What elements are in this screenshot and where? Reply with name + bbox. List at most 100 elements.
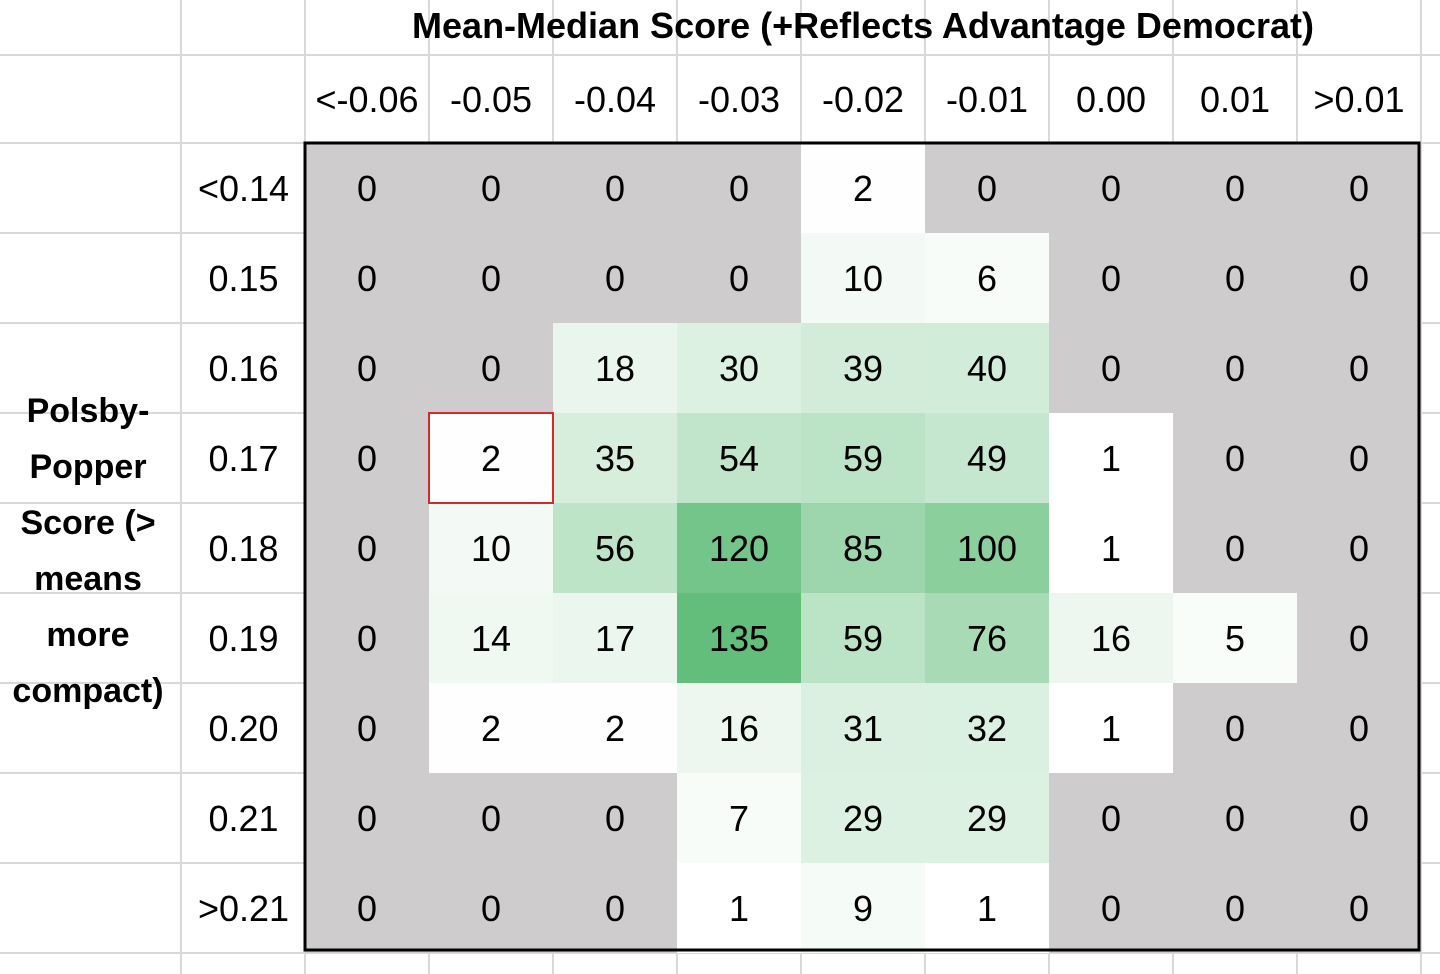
cell-value-label: 56 — [595, 528, 635, 569]
heatmap-cell[interactable] — [677, 593, 801, 683]
row-tick-label: 0.19 — [208, 618, 278, 659]
cell-value-label: 5 — [1225, 618, 1245, 659]
row-axis-title: Polsby- Popper Score (> means more compact) — [12, 392, 163, 710]
heatmap-cell[interactable] — [305, 683, 429, 773]
heatmap-cell[interactable] — [677, 863, 801, 953]
cell-value-label: 0 — [605, 258, 625, 299]
heatmap-cell[interactable] — [305, 863, 429, 953]
heatmap-cell[interactable] — [553, 773, 677, 863]
heatmap-cell[interactable] — [429, 683, 553, 773]
heatmap-cell[interactable] — [305, 323, 429, 413]
heatmap-cell[interactable] — [1049, 143, 1173, 233]
heatmap-cell[interactable] — [801, 683, 925, 773]
heatmap-cell[interactable] — [1173, 863, 1297, 953]
heatmap-cell[interactable] — [677, 683, 801, 773]
heatmap-cell[interactable] — [1049, 413, 1173, 503]
heatmap-cell[interactable] — [925, 143, 1049, 233]
heatmap-cell[interactable] — [801, 143, 925, 233]
heatmap-cell[interactable] — [553, 683, 677, 773]
heatmap-cell[interactable] — [801, 863, 925, 953]
heatmap-cell[interactable] — [1049, 323, 1173, 413]
heatmap-cell[interactable] — [1297, 413, 1421, 503]
heatmap-cell[interactable] — [925, 683, 1049, 773]
heatmap-cell[interactable] — [553, 863, 677, 953]
heatmap-cell[interactable] — [305, 413, 429, 503]
heatmap-cell[interactable] — [1049, 773, 1173, 863]
heatmap-cell[interactable] — [1297, 683, 1421, 773]
heatmap-cell[interactable] — [553, 143, 677, 233]
heatmap-cell[interactable] — [1049, 683, 1173, 773]
heatmap-cell[interactable] — [429, 863, 553, 953]
heatmap-cell[interactable] — [925, 413, 1049, 503]
heatmap-cell[interactable] — [925, 593, 1049, 683]
heatmap-cell[interactable] — [1049, 503, 1173, 593]
heatmap-cell[interactable] — [553, 413, 677, 503]
cell-value-label: 1 — [1101, 528, 1121, 569]
table-border — [303, 141, 1421, 952]
heatmap-cell[interactable] — [677, 773, 801, 863]
heatmap-cell[interactable] — [677, 323, 801, 413]
heatmap-cell[interactable] — [801, 503, 925, 593]
heatmap-cell[interactable] — [1173, 233, 1297, 323]
heatmap-cell[interactable] — [429, 593, 553, 683]
heatmap-cell[interactable] — [677, 143, 801, 233]
heatmap-cell[interactable] — [801, 233, 925, 323]
heatmap-cell[interactable] — [1173, 413, 1297, 503]
heatmap-cell[interactable] — [553, 233, 677, 323]
heatmap-cell[interactable] — [1297, 503, 1421, 593]
heatmap-cell[interactable] — [925, 503, 1049, 593]
heatmap-cell[interactable] — [801, 593, 925, 683]
heatmap-cell[interactable] — [429, 323, 553, 413]
heatmap-cell[interactable] — [429, 413, 553, 503]
heatmap-cell[interactable] — [1297, 323, 1421, 413]
heatmap-cell[interactable] — [677, 413, 801, 503]
heatmap-cell[interactable] — [429, 773, 553, 863]
highlighted-cell[interactable] — [428, 412, 554, 504]
cell-value-label: 0 — [1349, 618, 1369, 659]
heatmap-cell[interactable] — [1049, 863, 1173, 953]
heatmap-cell[interactable] — [305, 233, 429, 323]
heatmap-cell[interactable] — [305, 773, 429, 863]
heatmap-cell[interactable] — [1173, 503, 1297, 593]
heatmap-cell[interactable] — [677, 233, 801, 323]
heatmap-cell[interactable] — [1173, 323, 1297, 413]
heatmap-cell[interactable] — [1297, 233, 1421, 323]
cell-value-label: 0 — [1225, 168, 1245, 209]
heatmap-cell[interactable] — [429, 233, 553, 323]
heatmap-cell[interactable] — [305, 143, 429, 233]
column-axis-title: Mean-Median Score (+Reflects Advantage D… — [412, 5, 1314, 46]
row-tick-label: 0.15 — [208, 258, 278, 299]
heatmap-cell[interactable] — [305, 503, 429, 593]
heatmap-cell[interactable] — [1297, 143, 1421, 233]
heatmap-cell[interactable] — [553, 593, 677, 683]
cell-value-label: 0 — [357, 438, 377, 479]
heatmap-cell[interactable] — [1049, 593, 1173, 683]
heatmap-cell[interactable] — [1049, 233, 1173, 323]
cell-value-label: 0 — [605, 798, 625, 839]
heatmap-cell[interactable] — [925, 323, 1049, 413]
heatmap-cell[interactable] — [429, 503, 553, 593]
heatmap-cell[interactable] — [429, 143, 553, 233]
heatmap-cell[interactable] — [305, 593, 429, 683]
heatmap-cell[interactable] — [925, 233, 1049, 323]
heatmap-cell[interactable] — [801, 773, 925, 863]
heatmap-cell[interactable] — [1173, 773, 1297, 863]
cell-value-label: 1 — [1101, 438, 1121, 479]
heatmap-cell[interactable] — [925, 863, 1049, 953]
cell-value-label: 0 — [605, 888, 625, 929]
heatmap-cell[interactable] — [553, 503, 677, 593]
column-tick-label: 0.00 — [1076, 79, 1146, 120]
heatmap-cell[interactable] — [801, 323, 925, 413]
heatmap-cell[interactable] — [801, 413, 925, 503]
cell-value-label: 31 — [843, 708, 883, 749]
heatmap-cell[interactable] — [677, 503, 801, 593]
heatmap-cell[interactable] — [1173, 143, 1297, 233]
heatmap-cell[interactable] — [1173, 593, 1297, 683]
heatmap-cell[interactable] — [1297, 773, 1421, 863]
heatmap-cell[interactable] — [1297, 863, 1421, 953]
heatmap-cell[interactable] — [1173, 683, 1297, 773]
heatmap-cell[interactable] — [1297, 593, 1421, 683]
heatmap-cell[interactable] — [925, 773, 1049, 863]
heatmap-cell[interactable] — [553, 323, 677, 413]
cell-value-label: 0 — [357, 348, 377, 389]
